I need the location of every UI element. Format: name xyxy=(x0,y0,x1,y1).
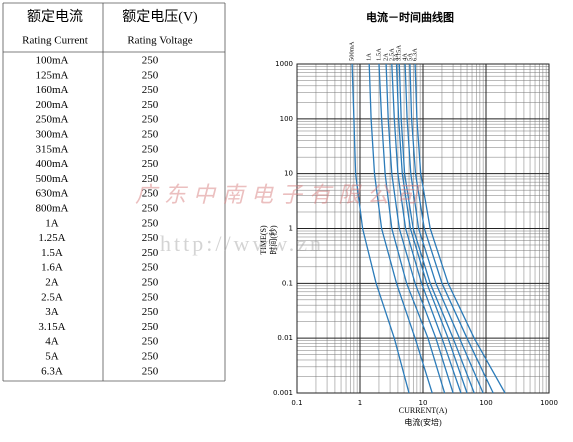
curve xyxy=(351,63,410,394)
rating-current: 3.15A xyxy=(38,321,65,333)
watermark: 广 东 中 南 电 子 有 限 公 司 xyxy=(135,183,420,208)
rating-voltage: 250 xyxy=(142,69,159,81)
rating-voltage: 250 xyxy=(142,188,159,200)
rating-voltage: 250 xyxy=(142,232,159,244)
x-tick-label: 0.1 xyxy=(291,399,302,407)
y-tick-label: 100 xyxy=(280,115,293,123)
y-tick-label: 0.1 xyxy=(282,279,293,287)
rating-current: 100mA xyxy=(36,55,69,67)
curve-label: 2A xyxy=(383,53,390,61)
y-tick-label: 1 xyxy=(289,225,293,233)
header-en: Rating Voltage xyxy=(127,35,192,47)
rating-voltage: 250 xyxy=(142,114,159,126)
rating-voltage: 250 xyxy=(142,99,159,111)
y-tick-label: 10 xyxy=(284,170,293,178)
curve-label: 4A xyxy=(402,53,409,61)
rating-voltage: 250 xyxy=(142,291,159,303)
rating-current: 250mA xyxy=(36,114,69,126)
rating-current: 1.25A xyxy=(38,232,65,244)
y-tick-label: 0.001 xyxy=(273,389,293,397)
curve-label: 3A xyxy=(393,53,400,61)
rating-voltage: 250 xyxy=(142,262,159,274)
curve xyxy=(385,63,454,394)
rating-current: 1A xyxy=(45,217,59,229)
header-en: Rating Current xyxy=(22,35,88,47)
x-tick-label: 10 xyxy=(419,399,428,407)
rating-voltage: 250 xyxy=(142,321,159,333)
x-tick-label: 1000 xyxy=(540,399,558,407)
curve xyxy=(404,63,484,394)
rating-current: 500mA xyxy=(36,173,69,185)
y-tick-label: 1000 xyxy=(275,60,293,68)
rating-current: 2.5A xyxy=(41,291,63,303)
rating-voltage: 250 xyxy=(142,365,159,377)
curve xyxy=(395,63,468,394)
watermark-url: http://www.zn xyxy=(160,231,324,256)
curve xyxy=(409,63,494,394)
curve-label: 6.3A xyxy=(412,48,419,61)
curve xyxy=(398,63,475,394)
rating-voltage: 250 xyxy=(142,217,159,229)
rating-current: 125mA xyxy=(36,69,69,81)
rating-voltage: 250 xyxy=(142,143,159,155)
header-cn: 额定电流 xyxy=(27,9,83,25)
x-axis-title: CURRENT(A) xyxy=(399,406,448,415)
x-tick-label: 1 xyxy=(358,399,362,407)
rating-current: 800mA xyxy=(36,203,69,215)
rating-voltage: 250 xyxy=(142,306,159,318)
curve xyxy=(391,63,462,394)
curve-label: 1A xyxy=(366,53,373,61)
rating-current: 300mA xyxy=(36,129,69,141)
curve-label: 5A xyxy=(406,53,413,61)
rating-current: 160mA xyxy=(36,84,69,96)
curve-label: 2.5A xyxy=(388,48,395,61)
rating-current: 3A xyxy=(45,306,59,318)
plot-frame xyxy=(296,63,550,394)
rating-current: 5A xyxy=(45,351,59,363)
rating-voltage: 250 xyxy=(142,173,159,185)
rating-voltage: 250 xyxy=(142,336,159,348)
curve xyxy=(414,63,506,394)
header-cn: 额定电压(V) xyxy=(122,9,198,25)
curve-label: 500mA xyxy=(349,41,356,61)
rating-current: 630mA xyxy=(36,188,69,200)
curve-label: 1.5A xyxy=(375,48,382,61)
y-axis-title: TIME(S) xyxy=(259,225,268,255)
rating-voltage: 250 xyxy=(142,84,159,96)
chart-title: 电流－时间曲线图 xyxy=(366,10,454,24)
curve-label: 3.15A xyxy=(396,45,403,61)
rating-voltage: 250 xyxy=(142,277,159,289)
rating-voltage: 250 xyxy=(142,247,159,259)
x-axis-title-cn: 电流(安培) xyxy=(404,417,442,427)
rating-voltage: 250 xyxy=(142,351,159,363)
curve xyxy=(368,63,433,394)
rating-current: 315mA xyxy=(36,143,69,155)
rating-voltage: 250 xyxy=(142,158,159,170)
rating-voltage: 250 xyxy=(142,55,159,67)
y-axis-title-cn: 时间(秒) xyxy=(268,225,278,255)
rating-current: 400mA xyxy=(36,158,69,170)
rating-current: 4A xyxy=(45,336,59,348)
rating-current: 200mA xyxy=(36,99,69,111)
y-tick-label: 0.01 xyxy=(277,334,293,342)
rating-voltage: 250 xyxy=(142,203,159,215)
rating-current: 6.3A xyxy=(41,365,63,377)
rating-current: 1.5A xyxy=(41,247,63,259)
rating-current: 1.6A xyxy=(41,262,63,274)
x-tick-label: 100 xyxy=(479,399,492,407)
rating-voltage: 250 xyxy=(142,129,159,141)
rating-current: 2A xyxy=(45,277,59,289)
curve xyxy=(378,63,446,394)
